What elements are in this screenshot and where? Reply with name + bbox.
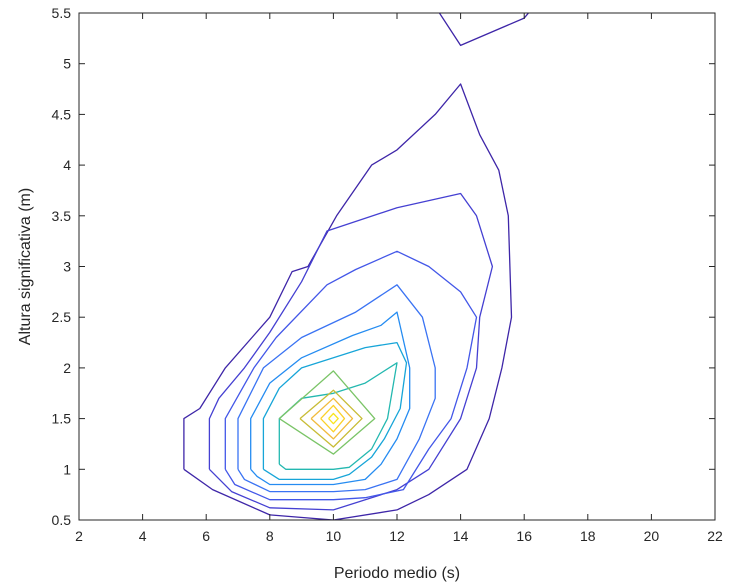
y-tick-label-2: 1.5 xyxy=(52,411,72,427)
y-axis-ticks: 0.5 1 1.5 2 2.5 3 3.5 4 4.5 5 5.5 xyxy=(52,5,715,528)
contour-lines xyxy=(183,13,530,520)
y-tick-label-9: 5 xyxy=(63,56,71,72)
y-tick-label-8: 4.5 xyxy=(52,106,72,122)
contour-line-level-1-1 xyxy=(438,13,530,47)
y-tick-label-6: 3.5 xyxy=(52,208,72,224)
x-tick-label-2: 6 xyxy=(202,528,210,544)
plot-background xyxy=(79,13,715,520)
x-tick-label-7: 16 xyxy=(516,528,532,544)
contour-line-level-3-3 xyxy=(224,250,478,501)
x-tick-label-4: 10 xyxy=(326,528,342,544)
contour-line-level-8-8 xyxy=(278,370,376,455)
contour-line-level-11-11 xyxy=(320,404,346,433)
contour-line-level-5-5 xyxy=(250,311,411,486)
x-tick-label-6: 14 xyxy=(453,528,469,544)
contour-line-level-9-9 xyxy=(299,389,363,448)
x-tick-label-3: 8 xyxy=(266,528,274,544)
contour-line-level-2-2 xyxy=(208,192,494,511)
x-tick-label-9: 20 xyxy=(644,528,660,544)
y-tick-label-1: 1 xyxy=(63,461,71,477)
contour-line-level-10-10 xyxy=(310,397,354,440)
y-tick-label-0: 0.5 xyxy=(52,512,72,528)
contour-line-level-12-12 xyxy=(328,412,339,425)
y-tick-label-10: 5.5 xyxy=(52,5,72,21)
x-tick-label-1: 4 xyxy=(139,528,147,544)
x-tick-label-5: 12 xyxy=(389,528,405,544)
x-axis-ticks: 2 4 6 8 10 12 14 16 18 20 22 xyxy=(75,13,723,544)
y-tick-label-5: 3 xyxy=(63,259,71,275)
x-tick-label-10: 22 xyxy=(707,528,723,544)
contour-line-level-4-4 xyxy=(237,284,436,493)
contour-line-level-6-6 xyxy=(262,341,408,481)
contour-line-level-1-0 xyxy=(183,83,513,520)
y-tick-label-3: 2 xyxy=(63,360,71,376)
y-tick-label-4: 2.5 xyxy=(52,309,72,325)
y-tick-label-7: 4 xyxy=(63,157,71,173)
x-tick-label-0: 2 xyxy=(75,528,83,544)
x-axis-label: Periodo medio (s) xyxy=(334,565,460,582)
x-tick-label-8: 18 xyxy=(580,528,596,544)
y-axis-label: Altura significativa (m) xyxy=(17,188,34,345)
